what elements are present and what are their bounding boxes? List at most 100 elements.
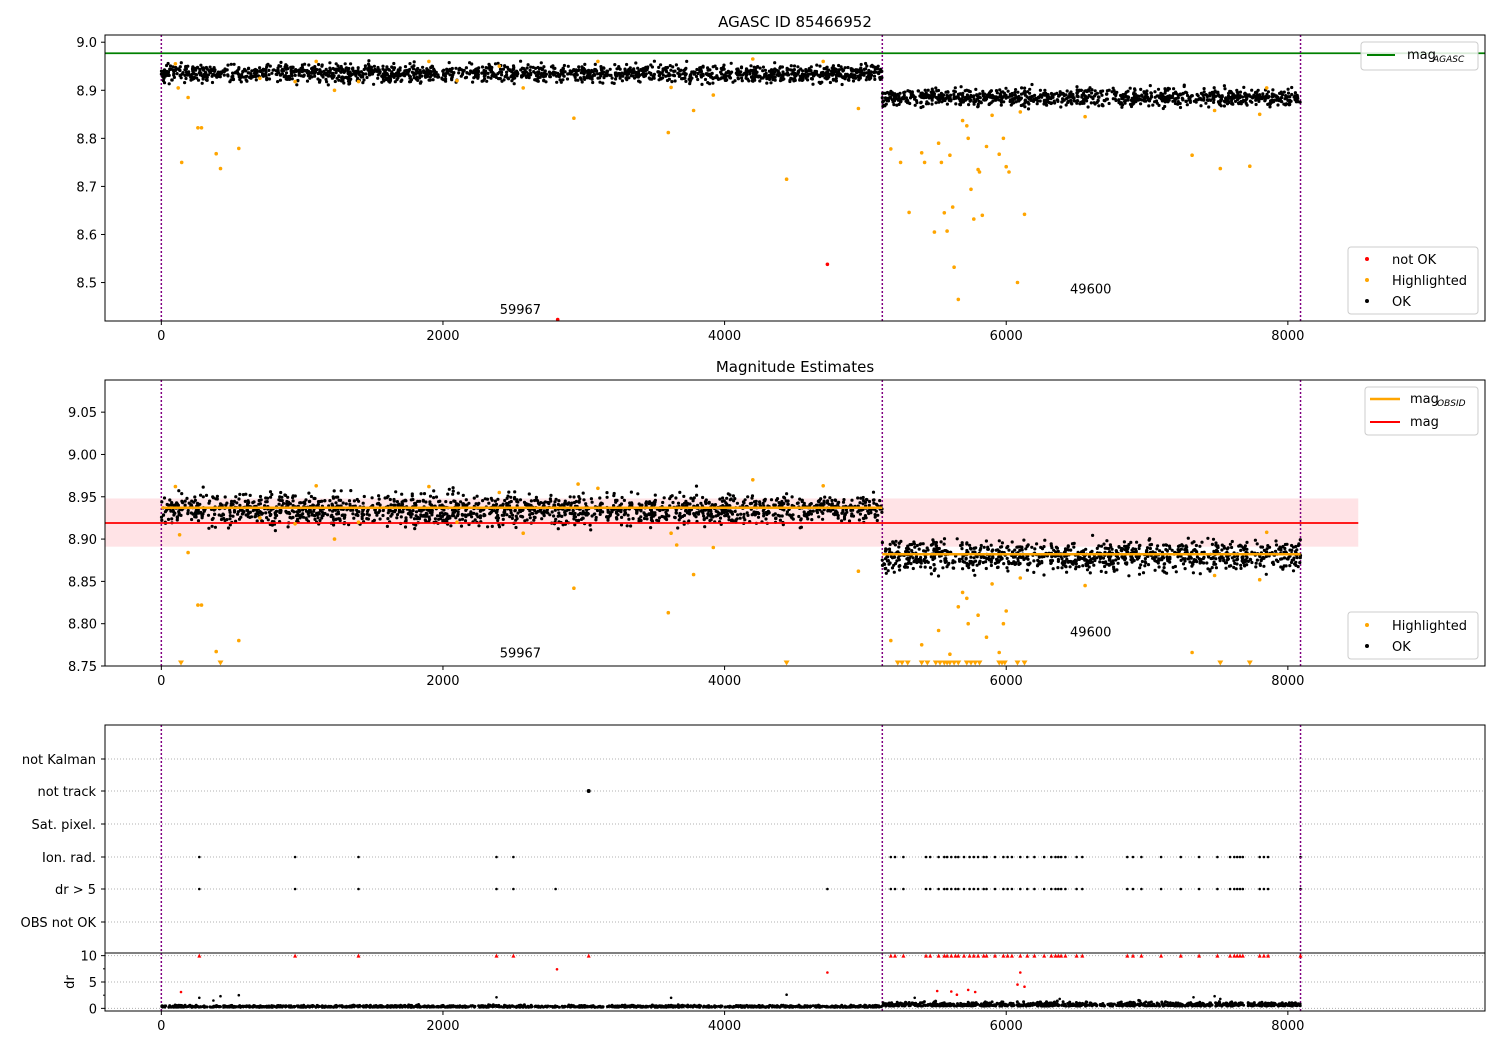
- ok-point: [190, 499, 194, 503]
- highlighted-point: [1022, 212, 1027, 217]
- ok-point: [745, 511, 749, 515]
- ok-point: [608, 513, 612, 517]
- ok-point: [536, 65, 540, 70]
- ok-point: [464, 498, 468, 502]
- ok-point: [387, 79, 391, 83]
- ok-point: [384, 77, 388, 82]
- ok-point: [172, 69, 176, 73]
- ok-point: [838, 72, 842, 76]
- ok-point: [1052, 99, 1056, 103]
- ok-point: [511, 77, 515, 81]
- ok-point: [451, 489, 455, 493]
- ok-point: [456, 514, 460, 518]
- chart-title: Magnitude Estimates: [716, 358, 874, 376]
- ok-point: [198, 73, 202, 77]
- ok-point: [220, 70, 224, 75]
- ok-point: [632, 71, 636, 75]
- ok-point: [514, 514, 518, 518]
- ok-point: [1243, 99, 1247, 103]
- ok-point: [619, 523, 624, 527]
- ok-point: [999, 98, 1004, 102]
- ok-point: [400, 73, 404, 77]
- ok-point: [168, 498, 172, 502]
- ok-point: [556, 527, 560, 531]
- ok-point: [264, 500, 268, 504]
- ok-point: [634, 61, 638, 65]
- highlighted-point: [856, 106, 861, 111]
- ok-point: [1258, 96, 1262, 101]
- ok-point: [1061, 97, 1065, 102]
- ok-point: [183, 81, 187, 85]
- ok-point: [1013, 548, 1017, 552]
- ok-point: [328, 68, 332, 72]
- highlighted-point: [939, 160, 944, 165]
- highlighted-point: [1001, 136, 1006, 141]
- ok-point: [995, 91, 999, 95]
- ok-point: [240, 75, 244, 79]
- ok-point: [184, 76, 188, 81]
- ok-point: [372, 82, 376, 86]
- ok-point: [489, 76, 493, 80]
- ok-point: [1153, 100, 1157, 104]
- ok-point: [736, 77, 741, 81]
- ok-point: [246, 515, 250, 519]
- ok-point: [584, 502, 588, 506]
- ok-point: [431, 78, 435, 82]
- ok-point: [523, 519, 527, 523]
- ok-point: [1023, 86, 1027, 90]
- ok-point: [441, 518, 446, 522]
- ok-point: [365, 517, 369, 521]
- ok-point: [847, 78, 851, 82]
- ok-point: [1284, 94, 1288, 98]
- ok-point: [724, 501, 728, 505]
- ok-point: [978, 92, 982, 96]
- ok-point: [1224, 96, 1228, 101]
- ok-point: [623, 510, 627, 514]
- ok-point: [210, 517, 214, 522]
- ok-point: [1232, 565, 1236, 570]
- ok-point: [410, 492, 414, 496]
- ok-point: [1176, 100, 1180, 104]
- ok-point: [703, 508, 708, 512]
- ok-point: [1071, 94, 1075, 98]
- ok-point: [708, 518, 712, 523]
- ok-point: [890, 566, 895, 570]
- ok-point: [802, 510, 806, 514]
- x-tick-label: 2000: [426, 329, 459, 344]
- ok-point: [463, 519, 468, 523]
- ok-point: [857, 518, 862, 522]
- ok-point: [979, 101, 983, 105]
- ok-point: [864, 78, 868, 82]
- ok-point: [1202, 550, 1206, 554]
- ok-point: [166, 517, 171, 522]
- ok-point: [232, 510, 237, 514]
- ok-point: [339, 64, 343, 69]
- ok-point: [684, 79, 688, 83]
- ok-point: [313, 517, 317, 522]
- ok-point: [1079, 100, 1083, 104]
- ok-point: [1172, 87, 1176, 91]
- ok-point: [587, 74, 591, 78]
- ok-point: [651, 501, 655, 505]
- ok-point: [826, 68, 830, 73]
- ok-point: [974, 87, 978, 91]
- ok-point: [689, 496, 693, 500]
- ok-point: [307, 491, 311, 495]
- ok-point: [1049, 97, 1053, 101]
- ok-point: [159, 515, 164, 519]
- legend-marker: [1365, 278, 1369, 282]
- ok-point: [1209, 98, 1213, 102]
- ok-point: [283, 74, 287, 78]
- ok-point: [942, 93, 946, 97]
- ok-point: [1083, 97, 1087, 101]
- ok-point: [1023, 99, 1027, 103]
- ok-point: [408, 67, 412, 72]
- ok-point: [280, 499, 284, 503]
- ok-point: [772, 503, 776, 507]
- ok-point: [649, 63, 653, 67]
- ok-point: [1194, 98, 1198, 102]
- highlighted-point: [1190, 153, 1194, 157]
- ok-point: [279, 490, 283, 495]
- ok-point: [798, 77, 802, 81]
- ok-point: [822, 499, 826, 503]
